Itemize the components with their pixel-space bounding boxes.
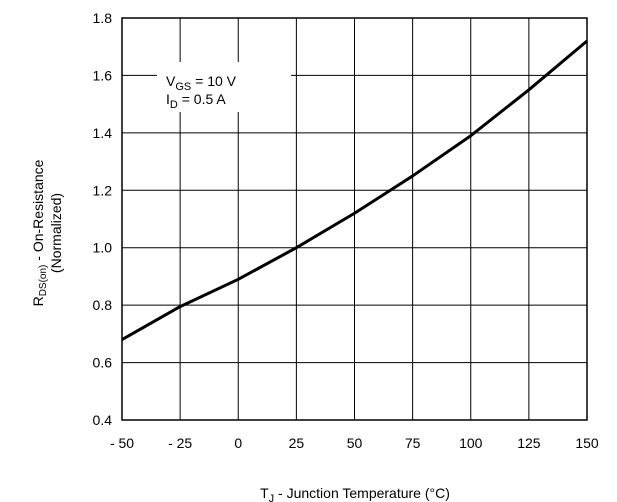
annotation-vgs-sub: GS <box>175 81 191 93</box>
y-axis-title-line1-sub: DS(on) <box>38 265 49 297</box>
y-tick-label: 0.4 <box>93 412 113 428</box>
x-tick-labels: - 50 - 25 0 25 50 75 100 125 150 <box>110 435 599 451</box>
y-tick-label: 1.6 <box>93 67 113 83</box>
x-tick-label: 0 <box>234 435 242 451</box>
y-tick-label: 1.0 <box>93 240 113 256</box>
y-tick-label: 1.2 <box>93 182 113 198</box>
annotation-vgs-rest: = 10 V <box>191 73 236 89</box>
x-tick-label: 25 <box>289 435 305 451</box>
annotation-background <box>157 62 291 112</box>
annotation-id-main: I <box>166 91 170 107</box>
y-axis-title-line1: RDS(on) - On-Resistance <box>30 159 49 306</box>
annotation-vgs: VGS = 10 V <box>166 73 237 93</box>
y-tick-label: 1.8 <box>93 10 113 26</box>
x-tick-label: 100 <box>459 435 483 451</box>
x-tick-label: 75 <box>405 435 421 451</box>
plot-frame <box>121 17 588 421</box>
annotation-id: ID = 0.5 A <box>166 91 226 111</box>
y-tick-label: 1.4 <box>93 125 113 141</box>
y-tick-label: 0.8 <box>93 297 113 313</box>
y-tick-label: 0.6 <box>93 355 113 371</box>
x-tick-label: 50 <box>347 435 363 451</box>
x-tick-label: 125 <box>517 435 541 451</box>
y-axis-title-line1-main: R <box>30 296 46 306</box>
series-line <box>121 39 588 341</box>
x-tick-label: - 25 <box>168 435 192 451</box>
annotation-vgs-main: V <box>166 73 176 89</box>
series-lines <box>121 39 588 341</box>
x-axis-title-sub: J <box>269 493 275 502</box>
annotation-id-rest: = 0.5 A <box>178 91 227 107</box>
x-axis-title-main: T <box>260 485 269 501</box>
y-axis-title: RDS(on) - On-Resistance (Normalized) <box>30 159 64 306</box>
y-tick-labels: 0.4 0.6 0.8 1.0 1.2 1.4 1.6 1.8 <box>93 10 113 428</box>
y-axis-title-line1-rest: - On-Resistance <box>30 159 46 264</box>
annotation-id-sub: D <box>170 99 178 111</box>
x-tick-label: - 50 <box>110 435 134 451</box>
x-tick-label: 150 <box>575 435 599 451</box>
x-axis-title: TJ - Junction Temperature (°C) <box>260 485 450 502</box>
y-axis-title-line2: (Normalized) <box>48 193 64 273</box>
x-axis-title-rest: - Junction Temperature (°C) <box>274 485 450 501</box>
